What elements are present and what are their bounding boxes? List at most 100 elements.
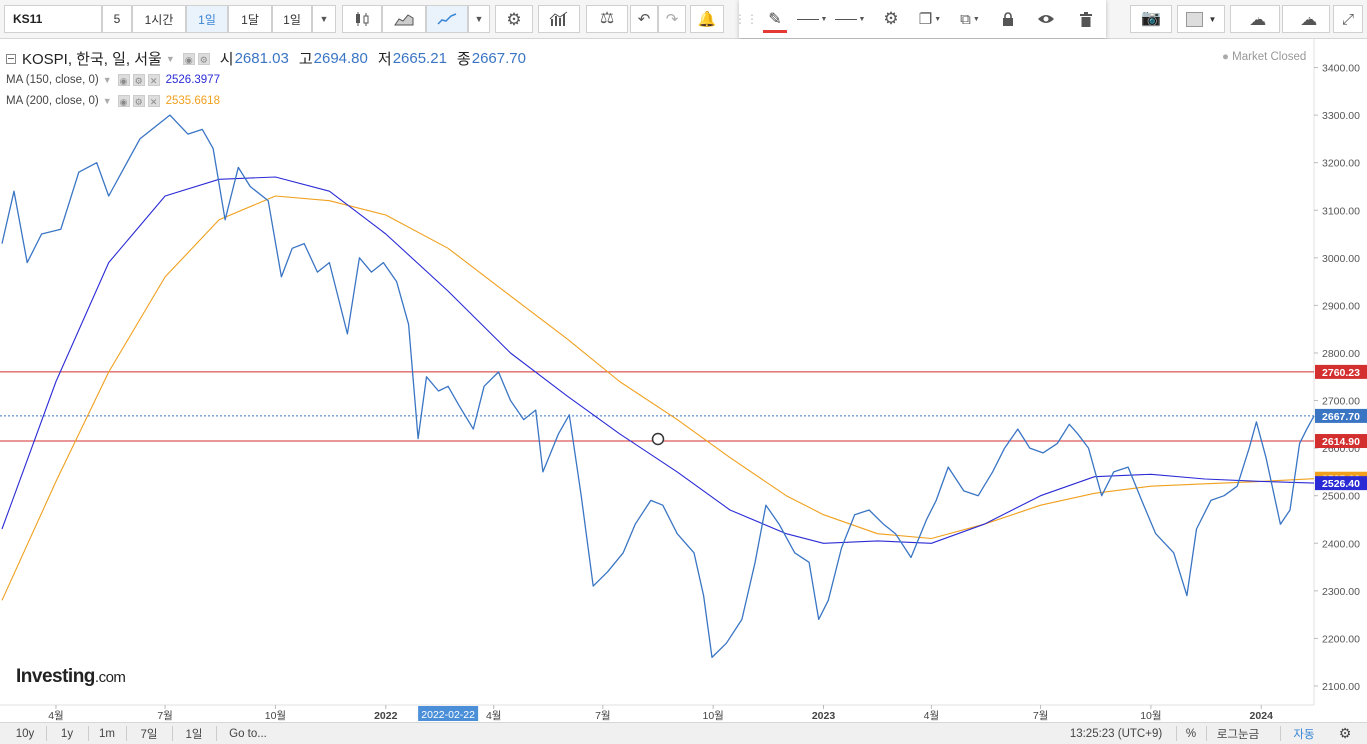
undo-button[interactable]: ↶ (630, 5, 658, 33)
range-dropdown-button[interactable]: ▼ (312, 5, 336, 33)
interval-1mo-button[interactable]: 1달 (228, 5, 272, 33)
ma150-remove-icon[interactable]: ✕ (147, 73, 160, 86)
area-chart-button[interactable] (382, 5, 426, 33)
redo-button[interactable]: ↷ (658, 5, 686, 33)
x-tick-label: 7월 (1033, 710, 1049, 722)
chart-settings-button[interactable]: ⚙ (1330, 723, 1360, 744)
pencil-icon: ✎ (768, 11, 782, 28)
chevron-down-icon[interactable]: ▼ (165, 53, 175, 64)
trash-icon (1080, 11, 1092, 27)
legend-symbol-label: KOSPI, 한국, 일, 서울 (22, 51, 162, 68)
range-1d-button[interactable]: 1일 (272, 5, 312, 33)
ma200-visibility-icon[interactable]: ◉ (117, 94, 130, 107)
price-chart[interactable]: 2100.002200.002300.002400.002500.002600.… (0, 39, 1367, 722)
cloud-upload-icon: ☁ (1300, 9, 1318, 29)
interval-1d-button[interactable]: 1일 (186, 5, 228, 33)
goto-date-button[interactable]: Go to... (229, 727, 267, 740)
range-7d-button[interactable]: 7일 (140, 728, 158, 741)
ma150-label: MA (150, close, 0) (6, 73, 99, 86)
visibility-button[interactable] (1031, 5, 1061, 33)
auto-scale-button[interactable]: 자동 (1293, 728, 1315, 741)
line-chart-button[interactable] (426, 5, 468, 33)
ma200-remove-icon[interactable]: ✕ (147, 94, 160, 107)
legend-visibility-icon[interactable]: ◉ (182, 52, 195, 65)
ma150-value: 2526.3977 (165, 73, 220, 86)
collapse-legend-icon[interactable] (6, 53, 16, 64)
divider (126, 726, 127, 741)
settings-gear-icon: ⚙ (883, 9, 899, 28)
compare-scale-icon: ⚖ (599, 10, 615, 27)
ma150-visibility-icon[interactable]: ◉ (117, 73, 130, 86)
drag-handle-icon[interactable]: ⋮⋮ (734, 12, 758, 26)
chevron-down-icon[interactable]: ▼ (102, 95, 112, 106)
ma-price-badge-label: 2526.40 (1322, 478, 1360, 490)
price-badge-label: 2760.23 (1322, 367, 1360, 379)
price-badge-label: 2614.90 (1322, 436, 1360, 448)
divider (1206, 726, 1207, 741)
line-style-dropdown[interactable]: ▼ (793, 5, 831, 33)
range-1m-button[interactable]: 1m (99, 727, 115, 740)
crosshair-date-label: 2022-02-22 (421, 709, 475, 721)
load-chart-button[interactable]: ☁ ↓ (1230, 5, 1280, 33)
divider (88, 726, 89, 741)
settings-button[interactable]: ⚙ (495, 5, 533, 33)
pencil-button[interactable]: ✎ (757, 5, 793, 33)
candlestick-button[interactable] (342, 5, 382, 33)
line-width-dropdown[interactable]: ▼ (831, 5, 869, 33)
high-value: 2694.80 (313, 50, 368, 67)
lock-button[interactable] (993, 5, 1023, 33)
ma150-line (1, 176, 1315, 544)
logo-main-text: Investing (16, 666, 95, 687)
x-tick-label: 4월 (48, 710, 64, 722)
kospi-price-line (1, 114, 1315, 659)
market-status: ● Market Closed (1222, 51, 1306, 63)
x-tick-label: 4월 (486, 710, 502, 722)
screenshot-button[interactable]: 📷 (1130, 5, 1172, 33)
indicators-button[interactable] (538, 5, 580, 33)
x-tick-label: 7월 (157, 710, 173, 722)
open-value: 2681.03 (234, 50, 289, 67)
legend-ma200-row: MA (200, close, 0) ▼ ◉ ⚙ ✕ 2535.6618 (6, 90, 526, 111)
drawing-cursor-handle[interactable] (651, 432, 665, 446)
alert-button[interactable]: 🔔 (690, 5, 724, 33)
x-tick-label: 10월 (1140, 710, 1161, 722)
y-tick-label: 3100.00 (1322, 205, 1360, 217)
copy-dropdown[interactable]: ⧉ ▼ (951, 5, 989, 33)
crosshair-date-badge (418, 706, 479, 721)
layers-dropdown[interactable]: ❐ ▼ (911, 5, 949, 33)
line-width-icon (834, 18, 857, 20)
lock-icon (1003, 11, 1013, 26)
range-1d-button[interactable]: 1일 (185, 728, 203, 741)
divider (1176, 726, 1177, 741)
y-tick-label: 2100.00 (1322, 681, 1360, 693)
ma150-settings-icon[interactable]: ⚙ (132, 73, 145, 86)
ma200-settings-icon[interactable]: ⚙ (132, 94, 145, 107)
color-picker-button[interactable]: ▼ (1177, 5, 1225, 33)
y-tick-label: 3000.00 (1322, 253, 1360, 265)
chart-type-dropdown[interactable]: ▼ (468, 5, 490, 33)
area-chart-icon (394, 14, 414, 26)
x-tick-label: 4월 (924, 710, 940, 722)
compare-button[interactable]: ⚖ (586, 5, 628, 33)
investing-logo: Investing.com (16, 666, 126, 688)
log-scale-button[interactable]: 로그눈금 (1216, 728, 1260, 741)
legend-settings-icon[interactable]: ⚙ (197, 52, 210, 65)
interval-5-button[interactable]: 5 (102, 5, 132, 33)
drawing-settings-button[interactable]: ⚙ (875, 5, 907, 33)
y-tick-label: 2400.00 (1322, 538, 1360, 550)
legend-ma150-row: MA (150, close, 0) ▼ ◉ ⚙ ✕ 2526.3977 (6, 69, 526, 90)
price-badge (1315, 434, 1367, 449)
delete-drawing-button[interactable] (1071, 5, 1101, 33)
fullscreen-button[interactable]: ⤢ (1333, 5, 1363, 33)
range-1y-button[interactable]: 1y (60, 727, 74, 740)
percent-scale-button[interactable]: % (1185, 727, 1197, 740)
dropdown-icon: ▼ (972, 15, 980, 23)
chevron-down-icon[interactable]: ▼ (102, 74, 112, 85)
range-10y-button[interactable]: 10y (15, 727, 35, 740)
legend-main-row: KOSPI, 한국, 일, 서울 ▼ ◉ ⚙ 시 2681.03 고 2694.… (6, 48, 526, 69)
x-tick-label: 2023 (812, 710, 836, 722)
divider (172, 726, 173, 741)
save-chart-button[interactable]: ☁ ↑ (1282, 5, 1330, 33)
interval-1h-button[interactable]: 1시간 (132, 5, 186, 33)
symbol-input[interactable]: KS11 (4, 5, 102, 33)
